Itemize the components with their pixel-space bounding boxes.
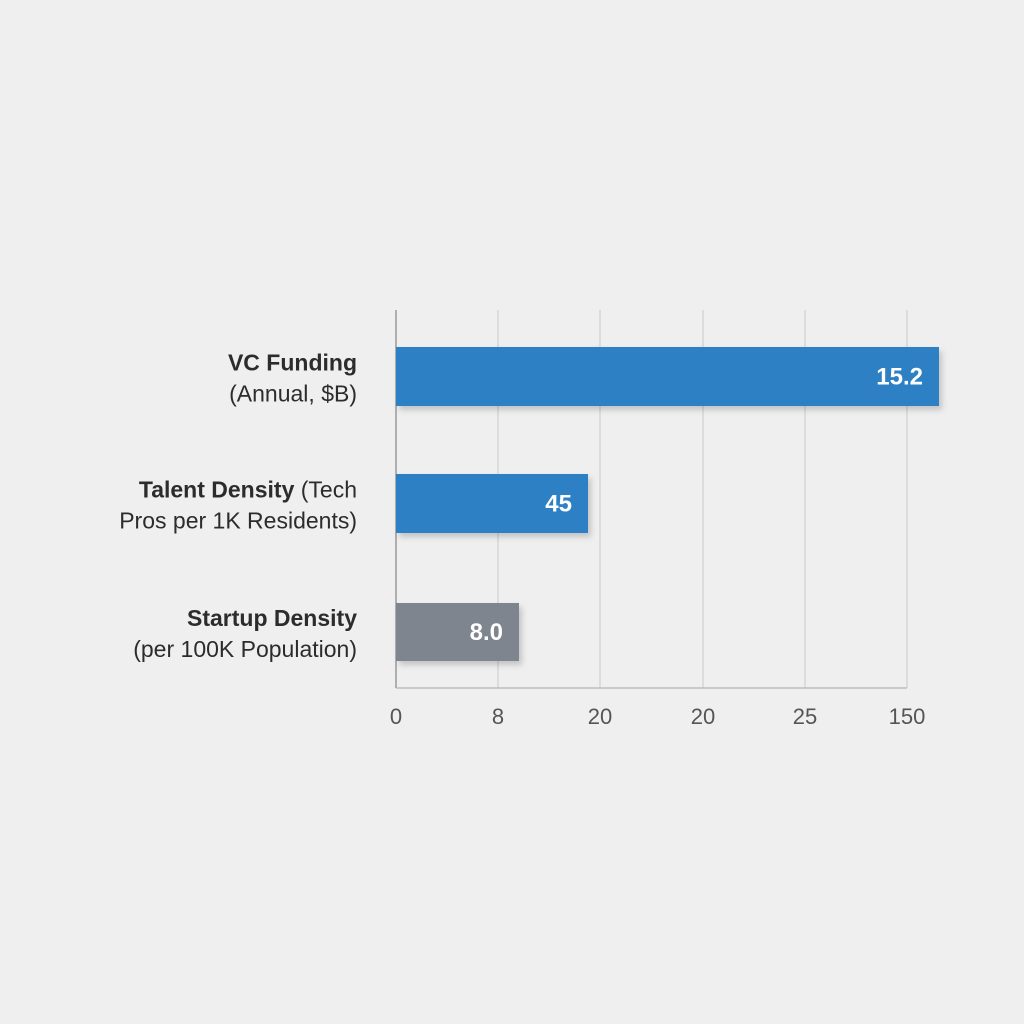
- bars: 15.2 45 8.0: [396, 347, 939, 661]
- x-tick-label: 8: [492, 704, 504, 729]
- category-label-line2: (Annual, $B): [229, 381, 357, 407]
- category-label-line2: (per 100K Population): [133, 636, 357, 662]
- x-tick-label: 0: [390, 704, 402, 729]
- category-label-line1: VC Funding: [228, 350, 357, 376]
- category-label-line1: Startup Density: [187, 605, 357, 631]
- x-axis-tick-labels: 0 8 20 20 25 150: [390, 704, 925, 729]
- category-label-line1: Talent Density (Tech: [139, 477, 357, 503]
- bar-value-label: 15.2: [876, 364, 923, 391]
- bar: [396, 347, 939, 406]
- bar-value-label: 8.0: [470, 619, 503, 646]
- x-tick-label: 150: [889, 704, 926, 729]
- x-tick-label: 20: [588, 704, 612, 729]
- bar-value-label: 45: [545, 491, 572, 518]
- x-tick-label: 25: [793, 704, 817, 729]
- bar: [396, 603, 519, 661]
- bar: [396, 474, 588, 533]
- category-labels: VC Funding (Annual, $B) Talent Density (Te…: [119, 350, 357, 663]
- x-tick-label: 20: [691, 704, 715, 729]
- category-label-line2: Pros per 1K Residents): [119, 508, 357, 534]
